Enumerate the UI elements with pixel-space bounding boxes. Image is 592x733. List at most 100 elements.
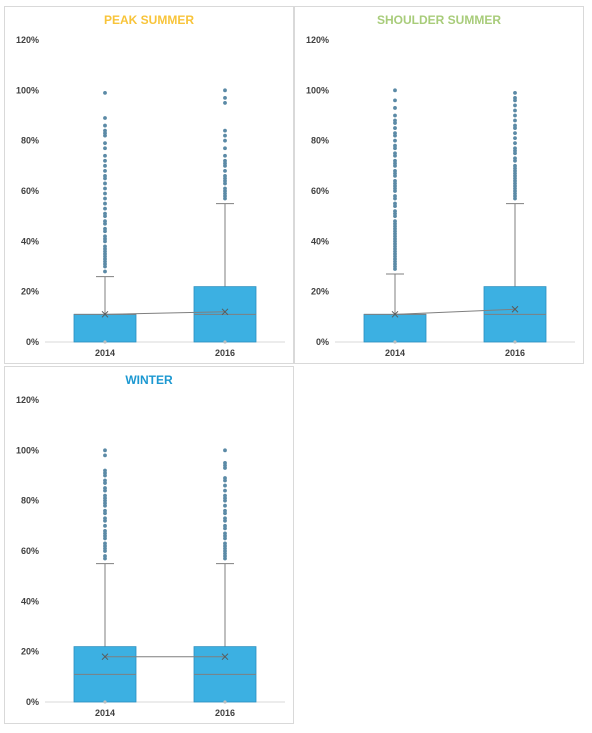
outlier-point (393, 88, 397, 93)
outlier-point (513, 108, 517, 113)
chart-plot: 0% 20% 40% 60% 80% 100% 120% 2014 2016 (16, 395, 285, 718)
outlier-point (103, 168, 107, 173)
y-tick-label: 120% (16, 35, 39, 45)
mean-marker (101, 653, 109, 661)
mean-line (394, 308, 516, 315)
y-tick-label: 40% (21, 596, 39, 606)
mean-marker (391, 310, 399, 318)
y-tick-label: 40% (311, 236, 329, 246)
outlier-point (223, 88, 227, 93)
outlier-point (393, 143, 397, 148)
whisker-low-point (513, 340, 517, 344)
outlier-point (513, 123, 517, 128)
outlier-point (393, 98, 397, 103)
outlier-point (513, 156, 517, 161)
mean-line (104, 311, 226, 315)
x-tick-label: 2016 (215, 348, 235, 358)
x-tick-label: 2016 (505, 348, 525, 358)
outlier-point (223, 128, 227, 133)
y-tick-label: 0% (316, 337, 329, 347)
chart-title: PEAK SUMMER (103, 13, 194, 27)
outlier-point (393, 168, 397, 173)
whisker-low-point (103, 340, 107, 344)
outlier-point (223, 133, 227, 138)
outlier-point (513, 113, 517, 118)
mean-marker (511, 305, 519, 313)
outlier-point (103, 478, 107, 483)
x-tick-label: 2014 (385, 348, 405, 358)
outlier-point (103, 486, 107, 490)
outlier-point (223, 483, 227, 488)
outlier-point (103, 269, 107, 274)
y-tick-label: 60% (21, 546, 39, 556)
outlier-point (103, 468, 107, 473)
outlier-point (223, 461, 227, 465)
outlier-point (223, 508, 227, 513)
outlier-point (223, 516, 227, 521)
outlier-point (513, 163, 517, 168)
chart-title: SHOULDER SUMMER (376, 13, 501, 27)
y-tick-label: 0% (26, 337, 39, 347)
outlier-point (103, 516, 107, 521)
mean-marker (221, 308, 229, 316)
outlier-point (393, 126, 397, 130)
outlier-point (223, 531, 227, 536)
outlier-point (103, 174, 107, 178)
outlier-point (103, 508, 107, 513)
outlier-point (513, 90, 517, 95)
y-tick-label: 60% (21, 186, 39, 196)
outlier-point (103, 219, 107, 224)
outlier-point (513, 136, 517, 141)
outlier-point (223, 503, 227, 508)
outlier-point (103, 211, 107, 216)
outlier-point (393, 118, 397, 123)
y-tick-label: 20% (311, 287, 329, 297)
outlier-point (103, 128, 107, 133)
y-tick-label: 20% (21, 647, 39, 657)
chart-title: WINTER (125, 373, 173, 387)
whisker-low-point (223, 700, 227, 704)
outlier-point (393, 179, 397, 183)
outlier-point (103, 123, 107, 128)
outlier-point (103, 448, 107, 453)
outlier-point (223, 174, 227, 178)
outlier-point (103, 158, 107, 163)
y-tick-label: 20% (21, 287, 39, 297)
outlier-point (103, 146, 107, 151)
whisker-low-point (223, 340, 227, 344)
mean-marker (101, 310, 109, 318)
chart-panel-shoulder-summer: SHOULDER SUMMER 0% 20% 40% 60% 80% 100% 120% 20… (294, 6, 584, 364)
y-tick-label: 100% (306, 85, 329, 95)
x-tick-label: 2014 (95, 348, 115, 358)
outlier-point (513, 118, 517, 123)
outlier-point (393, 151, 397, 156)
outlier-point (393, 219, 397, 224)
outlier-point (103, 234, 107, 239)
chart-panel-peak-summer: PEAK SUMMER 0% 20% 40% 60% 80% 100% 120% 2014 20… (4, 6, 294, 364)
outlier-point (223, 476, 227, 480)
outlier-point (393, 138, 397, 143)
outlier-point (103, 201, 107, 206)
outlier-point (223, 523, 227, 528)
chart-plot: 0% 20% 40% 60% 80% 100% 120% 2014 2016 (16, 35, 285, 358)
outlier-point (393, 113, 397, 118)
outlier-point (103, 226, 107, 231)
outlier-point (103, 153, 107, 158)
outlier-point (223, 146, 227, 151)
outlier-point (223, 488, 227, 493)
y-tick-label: 40% (21, 236, 39, 246)
outlier-point (103, 453, 107, 458)
outlier-point (103, 196, 107, 201)
outlier-point (223, 448, 227, 453)
outlier-point (513, 95, 517, 100)
outlier-point (223, 158, 227, 163)
outlier-point (103, 116, 107, 120)
outlier-point (513, 103, 517, 108)
box (73, 313, 137, 343)
y-tick-label: 60% (311, 186, 329, 196)
outlier-point (223, 101, 227, 105)
mean-marker (221, 653, 229, 661)
outlier-point (103, 141, 107, 146)
outlier-point (393, 158, 397, 163)
outlier-point (393, 209, 397, 214)
